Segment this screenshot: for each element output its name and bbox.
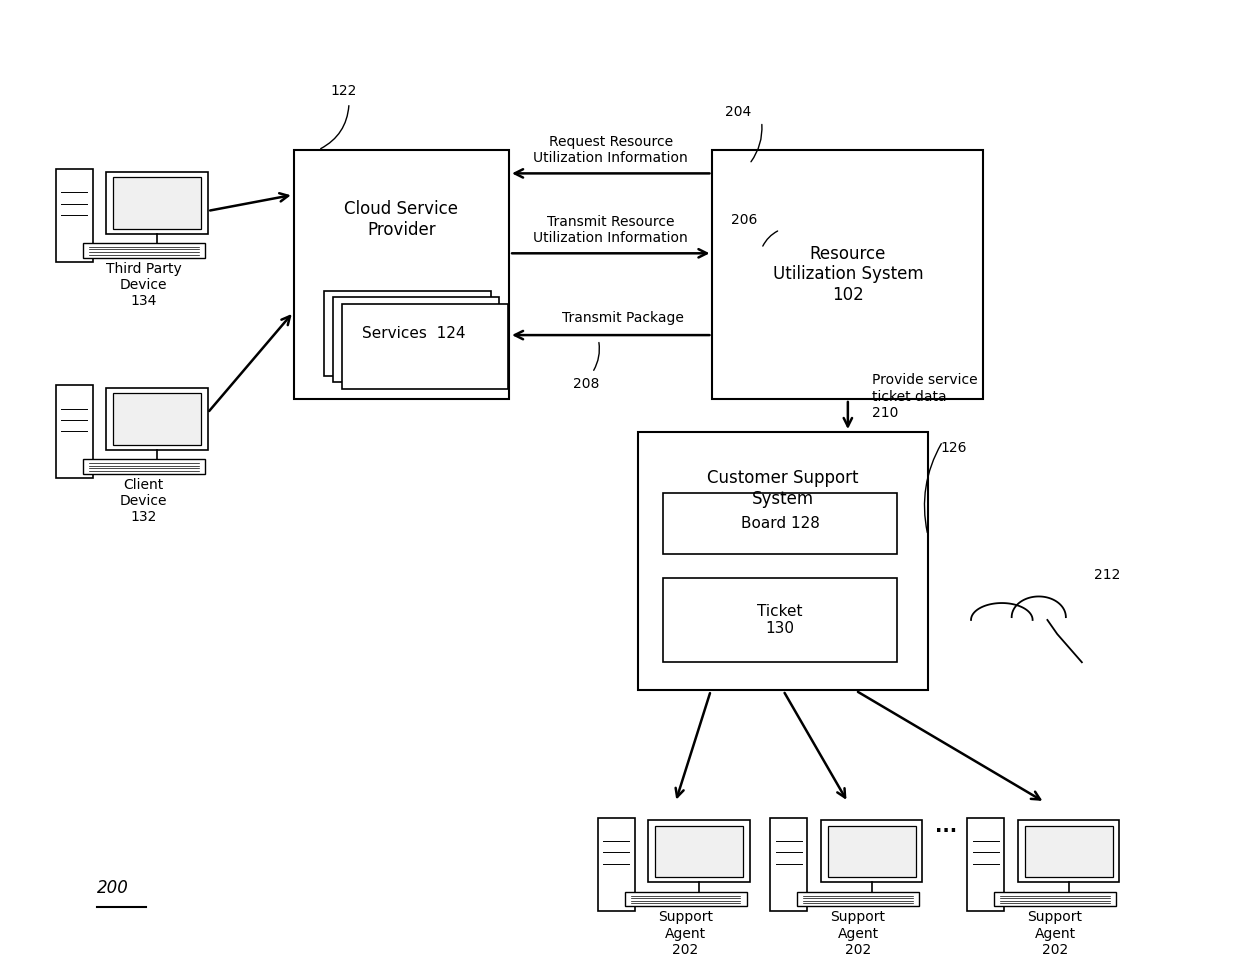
Text: Support
Agent
202: Support Agent 202 bbox=[658, 911, 713, 956]
FancyBboxPatch shape bbox=[56, 169, 93, 262]
FancyBboxPatch shape bbox=[1024, 826, 1112, 877]
FancyBboxPatch shape bbox=[639, 432, 928, 690]
FancyBboxPatch shape bbox=[994, 892, 1116, 906]
FancyBboxPatch shape bbox=[663, 578, 897, 662]
Text: Cloud Service
Provider: Cloud Service Provider bbox=[345, 200, 459, 239]
FancyBboxPatch shape bbox=[967, 818, 1004, 911]
FancyBboxPatch shape bbox=[107, 388, 208, 450]
Text: 122: 122 bbox=[331, 84, 357, 98]
FancyBboxPatch shape bbox=[827, 826, 915, 877]
FancyBboxPatch shape bbox=[655, 826, 743, 877]
Text: Transmit Resource
Utilization Information: Transmit Resource Utilization Informatio… bbox=[533, 215, 688, 245]
Text: 126: 126 bbox=[940, 441, 967, 455]
FancyBboxPatch shape bbox=[712, 150, 983, 399]
FancyBboxPatch shape bbox=[797, 892, 919, 906]
Text: 212: 212 bbox=[1094, 568, 1121, 583]
Text: Support
Agent
202: Support Agent 202 bbox=[1028, 911, 1083, 956]
Text: 206: 206 bbox=[730, 213, 758, 227]
Text: ...: ... bbox=[935, 817, 957, 836]
FancyBboxPatch shape bbox=[294, 150, 510, 399]
FancyBboxPatch shape bbox=[113, 177, 201, 228]
FancyBboxPatch shape bbox=[83, 460, 205, 473]
FancyBboxPatch shape bbox=[625, 892, 746, 906]
Text: Ticket
130: Ticket 130 bbox=[758, 604, 802, 636]
Text: 200: 200 bbox=[97, 879, 129, 897]
Text: Services  124: Services 124 bbox=[362, 325, 465, 341]
Text: Request Resource
Utilization Information: Request Resource Utilization Information bbox=[533, 135, 688, 165]
FancyBboxPatch shape bbox=[821, 821, 923, 883]
FancyBboxPatch shape bbox=[83, 243, 205, 257]
Text: Client
Device
132: Client Device 132 bbox=[120, 478, 167, 525]
Text: Resource
Utilization System
102: Resource Utilization System 102 bbox=[773, 245, 923, 304]
FancyBboxPatch shape bbox=[1018, 821, 1120, 883]
FancyBboxPatch shape bbox=[334, 297, 500, 382]
FancyBboxPatch shape bbox=[56, 385, 93, 478]
FancyBboxPatch shape bbox=[325, 291, 491, 376]
FancyBboxPatch shape bbox=[649, 821, 750, 883]
Text: Third Party
Device
134: Third Party Device 134 bbox=[105, 261, 181, 308]
FancyBboxPatch shape bbox=[107, 171, 208, 234]
FancyBboxPatch shape bbox=[770, 818, 807, 911]
FancyBboxPatch shape bbox=[598, 818, 635, 911]
Text: 208: 208 bbox=[573, 378, 599, 391]
Text: Board 128: Board 128 bbox=[740, 516, 820, 531]
Text: Transmit Package: Transmit Package bbox=[562, 311, 684, 325]
Text: Support
Agent
202: Support Agent 202 bbox=[831, 911, 885, 956]
Text: Customer Support
System: Customer Support System bbox=[708, 469, 859, 508]
Text: Provide service
ticket data
210: Provide service ticket data 210 bbox=[873, 374, 978, 420]
Text: 204: 204 bbox=[724, 105, 751, 119]
FancyBboxPatch shape bbox=[342, 304, 508, 389]
FancyBboxPatch shape bbox=[113, 393, 201, 445]
FancyBboxPatch shape bbox=[663, 493, 897, 554]
